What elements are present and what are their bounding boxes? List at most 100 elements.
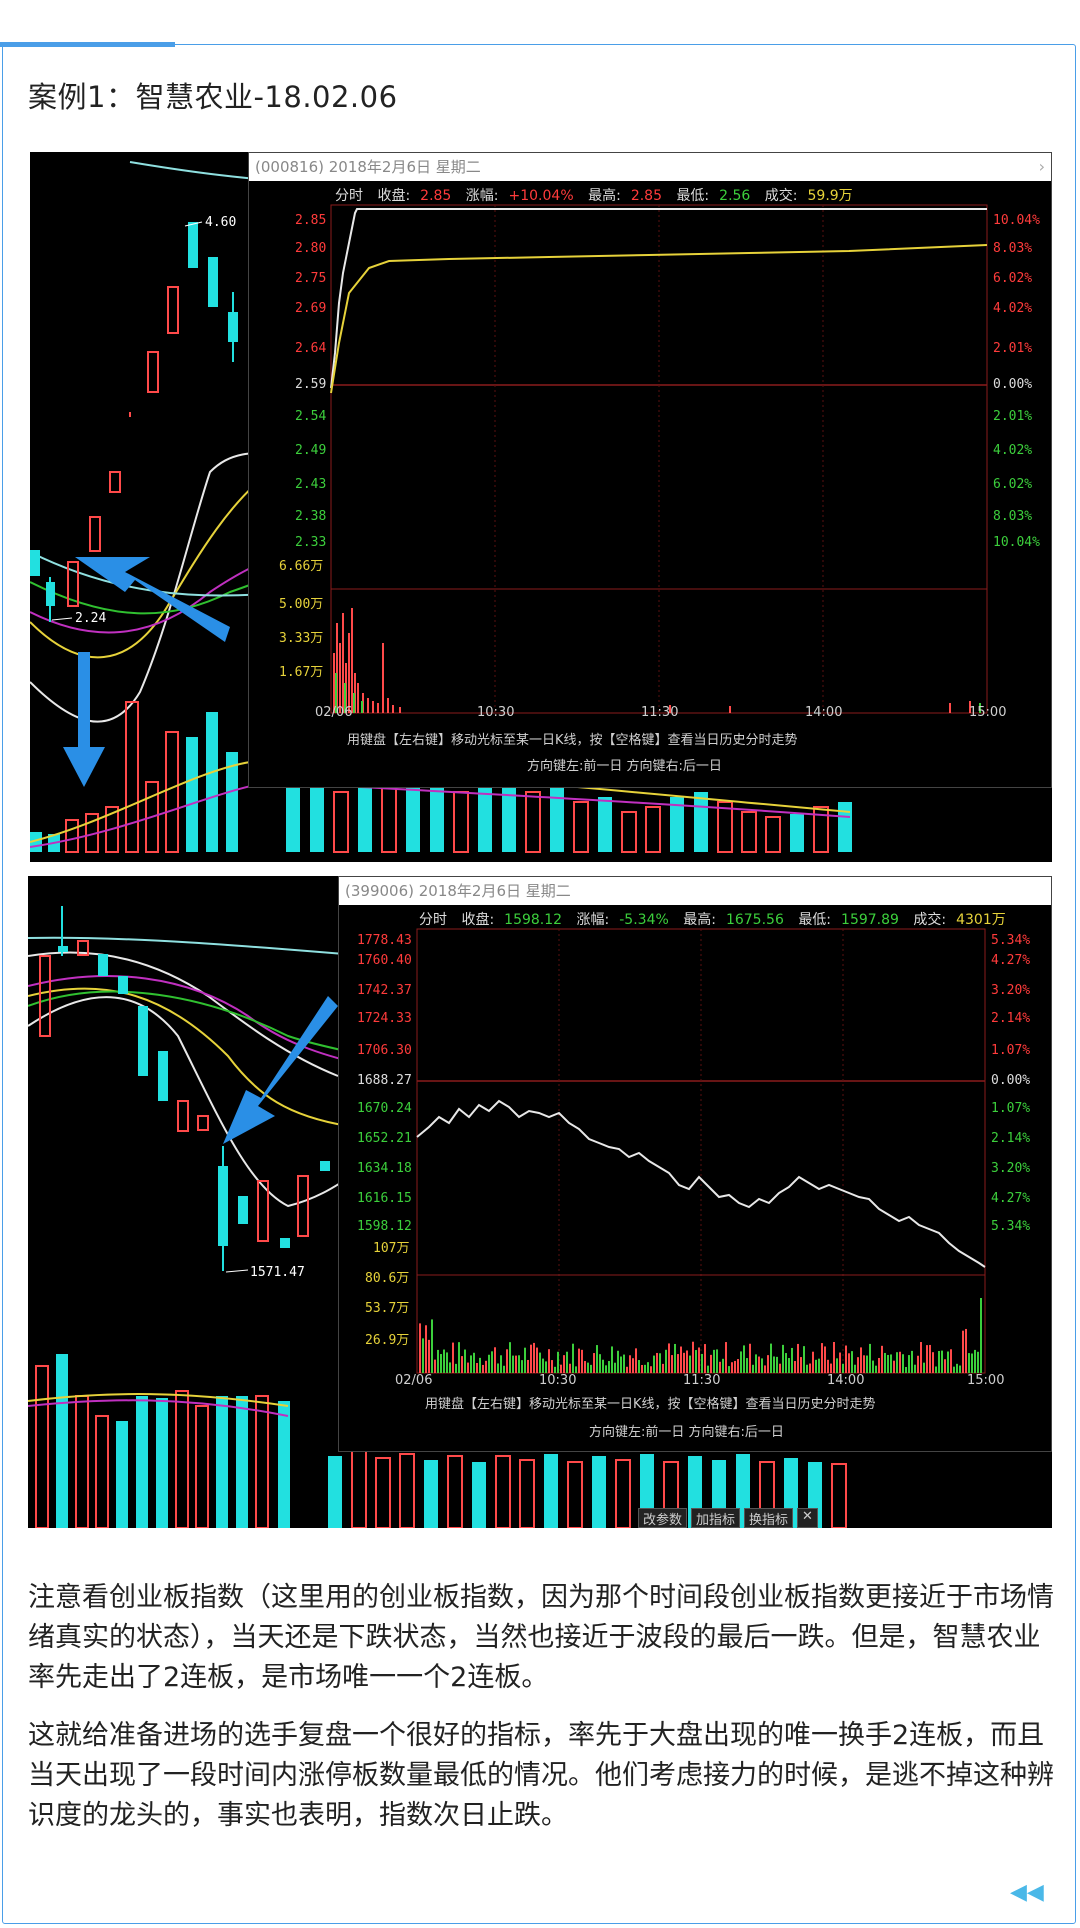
volume-bar: [509, 1342, 511, 1373]
volume-bar: [935, 1366, 937, 1373]
volume-bar: [629, 1355, 631, 1373]
volume-bar: [476, 1363, 478, 1373]
change-param-button[interactable]: 改参数: [638, 1508, 688, 1528]
high-value-2: 1675.56: [725, 912, 784, 928]
volume-bar: [869, 1343, 871, 1373]
add-indicator-button[interactable]: 加指标: [691, 1508, 741, 1528]
volume-bar: [482, 1364, 484, 1373]
intraday-panel-1: (000816) 2018年2月6日 星期二 › 分时 收盘: 2.85 涨幅: +…: [248, 152, 1052, 788]
index-chart-screenshot-2: 1571.47: [28, 876, 1052, 1528]
volume-bar: [653, 1355, 655, 1373]
volume-bar: [899, 1351, 901, 1373]
volume-bar: [461, 1356, 463, 1373]
volume-bar: [890, 1354, 892, 1373]
volume-bar: [734, 1360, 736, 1373]
volume-bar: [527, 1359, 529, 1373]
volume-bar: [812, 1351, 814, 1373]
kline-high-label: 4.60: [205, 215, 236, 230]
volume-bar: [704, 1344, 706, 1373]
volume-bar: [452, 1342, 454, 1373]
quote-tab-label-2: 分时: [419, 912, 447, 928]
volume-bar: [671, 1355, 673, 1373]
high-label: 最高:: [588, 188, 621, 204]
volume-bar: [857, 1357, 859, 1373]
panel-header-2: (399006) 2018年2月6日 星期二: [339, 877, 1051, 905]
change-value: +10.04%: [508, 188, 574, 204]
volume-bar: [962, 1330, 964, 1373]
volume-bar: [842, 1363, 844, 1373]
volume-bar: [632, 1358, 634, 1373]
volume-bar: [956, 1363, 958, 1373]
volume-bar: [839, 1352, 841, 1373]
panel-close-icon[interactable]: ›: [1038, 157, 1045, 176]
volume-bar: [713, 1349, 715, 1373]
volume-bar: [428, 1339, 430, 1373]
volume-bar: [419, 1323, 421, 1373]
volume-bar: [797, 1343, 799, 1373]
toolbar-close-icon[interactable]: ✕: [797, 1508, 818, 1528]
volume-bar: [791, 1347, 793, 1373]
volume-bar: [455, 1363, 457, 1373]
volume-bar: [965, 1328, 967, 1373]
volume-bar: [779, 1363, 781, 1373]
volume-bar: [584, 1361, 586, 1373]
volume-bar: [446, 1352, 448, 1373]
volume-bar: [854, 1364, 856, 1373]
volume-bar: [503, 1365, 505, 1373]
low-label-2: 最低:: [798, 912, 832, 928]
volume-value: 59.9万: [807, 188, 853, 204]
volume-bar: [905, 1366, 907, 1373]
volume-bar: [866, 1355, 868, 1373]
volume-bar: [539, 1352, 541, 1373]
volume-bar: [710, 1354, 712, 1373]
volume-bar: [848, 1353, 850, 1373]
change-value-2: -5.34%: [619, 912, 669, 928]
volume-bar: [530, 1344, 532, 1373]
volume-bar: [590, 1364, 592, 1373]
volume-bar: [542, 1358, 544, 1373]
volume-bar: [497, 1363, 499, 1373]
volume-bar: [623, 1354, 625, 1373]
volume-bar: [929, 1344, 931, 1373]
volume-bar: [698, 1347, 700, 1373]
volume-bar: [926, 1345, 928, 1373]
volume-bar: [611, 1346, 613, 1373]
volume-bar: [743, 1345, 745, 1373]
volume-bar: [662, 1363, 664, 1373]
volume-bar: [827, 1359, 829, 1373]
volume-bar: [806, 1364, 808, 1373]
kline-low-label: 2.24: [75, 611, 106, 626]
volume-bar: [893, 1360, 895, 1373]
volume-bar: [740, 1351, 742, 1373]
kline-chart-1: 4.60 2.24: [30, 161, 852, 853]
volume-bar: [917, 1355, 919, 1373]
volume-bar: [761, 1358, 763, 1373]
volume-bar: [551, 1360, 553, 1373]
volume-bar: [668, 1343, 670, 1373]
volume-bar: [794, 1361, 796, 1373]
kline-low-label-2: 1571.47: [250, 1265, 305, 1280]
volume-bar: [596, 1345, 598, 1373]
case-title: 案例1：智慧农业-18.02.06: [28, 80, 398, 114]
volume-bar: [953, 1366, 955, 1373]
close-value-2: 1598.12: [504, 912, 563, 928]
volume-bar: [494, 1347, 496, 1373]
volume-bar: [944, 1359, 946, 1373]
volume-bar: [605, 1365, 607, 1373]
volume-bar: [746, 1358, 748, 1373]
volume-bar: [725, 1342, 727, 1373]
volume-bar: [635, 1348, 637, 1373]
volume-bar: [545, 1361, 547, 1373]
volume-bar: [521, 1360, 523, 1373]
volume-bar: [908, 1355, 910, 1373]
change-label-2: 涨幅:: [576, 912, 610, 928]
keyboard-hint: 用键盘【左右键】移动光标至某一日K线，按【空格键】查看当日历史分时走势: [347, 733, 798, 748]
volume-value-2: 4301万: [956, 912, 1006, 928]
volume-bar: [500, 1355, 502, 1373]
volume-bar: [677, 1354, 679, 1373]
volume-bar: [656, 1352, 658, 1373]
volume-bar: [557, 1351, 559, 1373]
volume-bar: [665, 1349, 667, 1373]
volume-bar: [776, 1356, 778, 1373]
switch-indicator-button[interactable]: 换指标: [744, 1508, 794, 1528]
